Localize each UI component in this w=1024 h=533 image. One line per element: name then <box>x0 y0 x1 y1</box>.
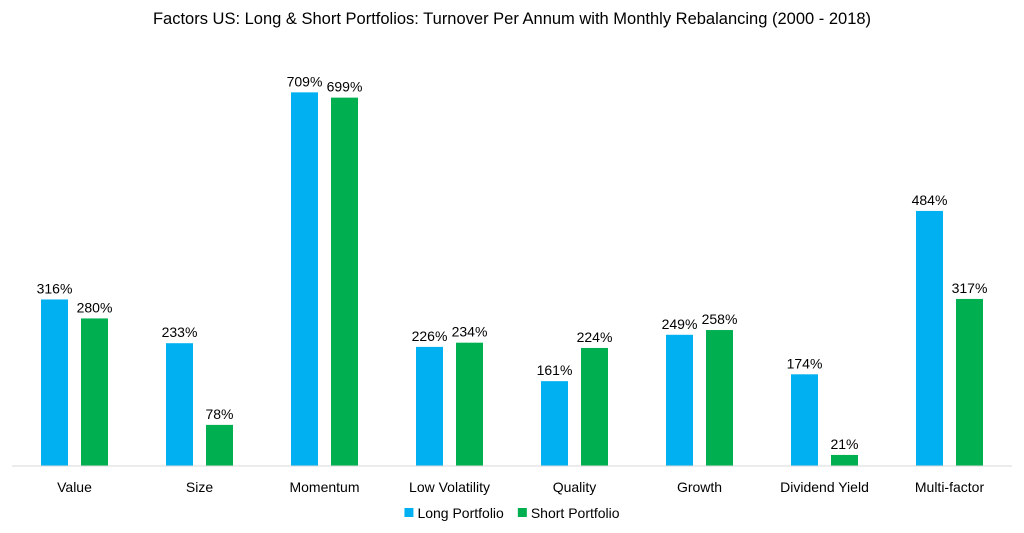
data-label-short-4: 224% <box>577 329 613 345</box>
category-label-7: Multi-factor <box>915 479 985 495</box>
bar-short-4 <box>581 347 608 466</box>
bar-long-5 <box>666 334 693 466</box>
data-label-long-2: 709% <box>287 73 323 89</box>
bar-long-0 <box>41 299 68 466</box>
bar-long-7 <box>916 210 943 466</box>
legend-label-short: Short Portfolio <box>531 505 620 521</box>
bar-short-1 <box>206 424 233 466</box>
bar-short-0 <box>81 318 108 466</box>
category-label-4: Quality <box>553 479 597 495</box>
category-label-5: Growth <box>677 479 722 495</box>
data-label-long-5: 249% <box>662 316 698 332</box>
legend-swatch-long <box>404 508 414 517</box>
bar-long-6 <box>791 374 818 466</box>
data-label-short-7: 317% <box>952 280 988 296</box>
category-label-0: Value <box>57 479 92 495</box>
bar-short-3 <box>456 342 483 466</box>
bar-short-2 <box>331 97 358 466</box>
bar-long-4 <box>541 381 568 466</box>
legend-swatch-short <box>517 508 527 517</box>
category-label-3: Low Volatility <box>409 479 490 495</box>
legend-label-long: Long Portfolio <box>417 505 504 521</box>
data-label-long-4: 161% <box>537 362 573 378</box>
chart-title: Factors US: Long & Short Portfolios: Tur… <box>153 10 871 28</box>
data-labels: 316%280% 233% 78% 709% 699% 226% 234% 161% 224% 2… <box>37 73 988 452</box>
data-label-long-3: 226% <box>412 328 448 344</box>
data-label-short-3: 234% <box>452 324 488 340</box>
data-label-short-1: 78% <box>205 406 233 422</box>
bar-long-2 <box>291 92 318 467</box>
category-label-1: Size <box>186 479 213 495</box>
data-label-long-7: 484% <box>912 192 948 208</box>
category-label-2: Momentum <box>289 479 359 495</box>
legend: Long Portfolio Short Portfolio <box>404 505 620 521</box>
data-label-short-5: 258% <box>702 311 738 327</box>
data-label-short-2: 699% <box>327 79 363 95</box>
bar-long-1 <box>166 343 193 466</box>
bar-short-5 <box>706 330 733 466</box>
data-label-short-6: 21% <box>830 436 858 452</box>
bar-short-7 <box>956 298 983 466</box>
data-label-long-0: 316% <box>37 280 73 296</box>
data-label-long-6: 174% <box>787 355 823 371</box>
category-labels: Value Size Momentum Low Volatility Quality Gr… <box>57 479 984 495</box>
data-label-short-0: 280% <box>77 299 113 315</box>
bar-long-3 <box>416 346 443 466</box>
bars <box>41 92 983 467</box>
bar-short-6 <box>831 454 858 466</box>
data-label-long-1: 233% <box>162 324 198 340</box>
category-label-6: Dividend Yield <box>780 479 869 495</box>
